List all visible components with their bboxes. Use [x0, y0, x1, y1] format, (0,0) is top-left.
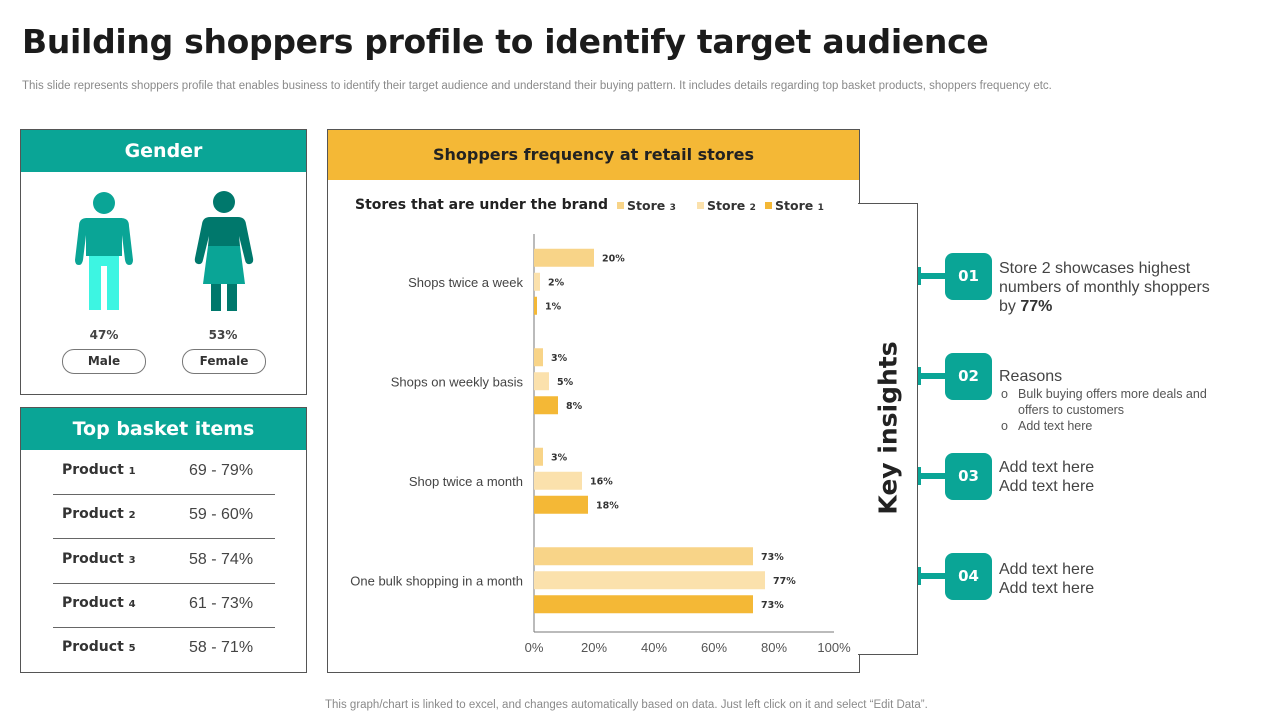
insights-frame [858, 203, 918, 655]
x-tick-label: 60% [701, 640, 727, 655]
insight-heading: Reasons [999, 368, 1063, 385]
insights-title: Key insights [873, 341, 903, 515]
male-percent: 47% [89, 328, 119, 342]
page-title: Building shoppers profile to identify ta… [22, 22, 989, 61]
insight-text: Store 2 showcases highest [999, 260, 1191, 277]
x-tick-label: 100% [817, 640, 851, 655]
chart-panel: Shoppers frequency at retail stores Stor… [327, 129, 860, 673]
basket-product: Product [62, 551, 124, 567]
bar [534, 248, 594, 267]
insight-text: Add text here [999, 561, 1095, 578]
basket-panel: Top basket items Product 1 69 - 79% Prod… [20, 407, 307, 673]
chart-panel-title: Shoppers frequency at retail stores [328, 130, 859, 180]
basket-product-num: 1 [128, 466, 136, 477]
insight-connector [918, 567, 946, 585]
page-subtitle: This slide represents shoppers profile t… [22, 80, 1052, 92]
insight-badge: 01 [945, 253, 992, 300]
legend-label: Store 1 [775, 198, 824, 213]
bar [534, 495, 588, 514]
female-percent: 53% [208, 328, 238, 342]
basket-product: Product [62, 506, 124, 522]
insight-text: numbers of monthly shoppers [999, 279, 1210, 296]
data-label: 8% [566, 401, 583, 412]
bar [534, 372, 549, 391]
category-label: One bulk shopping in a month [350, 573, 523, 588]
bar [534, 547, 753, 566]
bar [534, 396, 558, 415]
data-label: 5% [557, 377, 574, 388]
data-label: 18% [596, 500, 619, 511]
bar [534, 348, 543, 367]
basket-product-num: 2 [128, 510, 136, 521]
insight-badge: 03 [945, 453, 992, 500]
frequency-bar-chart[interactable]: Stores that are under the brand Store 3 St… [328, 130, 859, 672]
legend-label: Store 3 [627, 198, 676, 213]
data-label: 16% [590, 476, 613, 487]
insight-text: Add text here [999, 478, 1095, 495]
bar [534, 595, 753, 614]
insight-badge: 04 [945, 553, 992, 600]
insight-badge: 02 [945, 353, 992, 400]
basket-range: 58 - 71% [189, 639, 254, 656]
x-tick-label: 40% [641, 640, 667, 655]
female-person-icon [194, 191, 254, 311]
insight-highlight: 77% [1020, 298, 1053, 315]
basket-product: Product [62, 595, 124, 611]
basket-range: 59 - 60% [189, 506, 254, 523]
basket-row: Product 2 59 - 60% [53, 494, 275, 539]
legend-label: Store 2 [707, 198, 756, 213]
data-label: 20% [602, 253, 625, 264]
insight-text: Add text here [999, 459, 1095, 476]
data-label: 2% [548, 277, 565, 288]
basket-row: Product 5 58 - 71% [53, 627, 275, 671]
male-person-icon [75, 192, 133, 310]
data-label: 3% [551, 452, 568, 463]
data-label: 73% [761, 600, 784, 611]
insight-text: Add text here [999, 580, 1095, 597]
bar [534, 296, 537, 315]
bar [534, 272, 540, 291]
x-tick-label: 0% [525, 640, 544, 655]
female-label: Female [182, 349, 266, 374]
basket-product-num: 5 [128, 643, 136, 654]
x-tick-label: 20% [581, 640, 607, 655]
basket-range: 61 - 73% [189, 595, 254, 612]
bar [534, 571, 765, 590]
chart-title: Stores that are under the brand [355, 197, 608, 213]
category-label: Shop twice a month [409, 474, 523, 489]
basket-product: Product [62, 639, 124, 655]
legend-swatch [617, 202, 624, 209]
basket-product-num: 4 [128, 599, 136, 610]
basket-row: Product 1 69 - 79% [53, 450, 275, 495]
data-label: 1% [545, 301, 562, 312]
insight-connector [918, 367, 946, 385]
legend-swatch [765, 202, 772, 209]
gender-title: Gender [21, 130, 306, 172]
insight-connector [918, 467, 946, 485]
basket-title: Top basket items [21, 408, 306, 450]
basket-product-num: 3 [128, 555, 136, 566]
category-label: Shops on weekly basis [391, 374, 524, 389]
basket-row: Product 3 58 - 74% [53, 539, 275, 584]
basket-product: Product [62, 462, 124, 478]
data-label: 3% [551, 353, 568, 364]
male-label: Male [62, 349, 146, 374]
insight-bullet: Bulk buying offers more deals and offers… [999, 386, 1239, 418]
data-label: 77% [773, 576, 796, 587]
gender-panel: Gender 47% 53% Male Female [20, 129, 307, 395]
data-label: 73% [761, 552, 784, 563]
x-tick-label: 80% [761, 640, 787, 655]
category-label: Shops twice a week [408, 275, 523, 290]
basket-range: 58 - 74% [189, 551, 254, 568]
insight-bullets: Bulk buying offers more deals and offers… [999, 386, 1239, 434]
insight-bullet: Add text here [999, 418, 1239, 434]
bar [534, 447, 543, 466]
footer-note: This graph/chart is linked to excel, and… [325, 699, 928, 711]
basket-row: Product 4 61 - 73% [53, 583, 275, 628]
bar [534, 471, 582, 490]
legend-swatch [697, 202, 704, 209]
insight-text: by [999, 298, 1021, 315]
insight-connector [918, 267, 946, 285]
basket-range: 69 - 79% [189, 462, 254, 479]
